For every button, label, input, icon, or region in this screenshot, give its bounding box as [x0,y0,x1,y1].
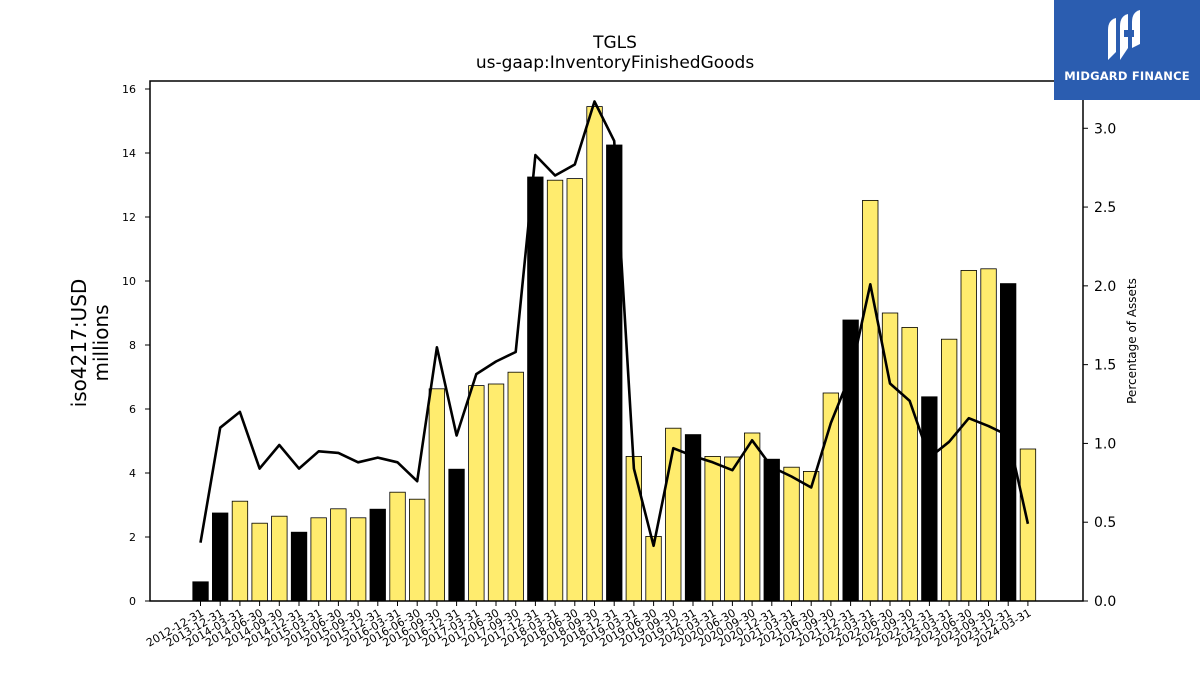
y2-tick-label: 2.0 [1094,279,1116,295]
bar-2019-03-31 [625,455,642,602]
logo: MIDGARD FINANCE [1054,0,1200,100]
y2-tick-label: 1.0 [1094,436,1116,452]
bar-2019-12-31 [684,434,702,602]
bar-2015-06-30 [330,508,347,602]
y-tick-label: 12 [122,211,136,224]
bar-2016-12-31 [448,468,465,602]
x-axis-ticks: 2012-12-312013-12-312014-03-312014-06-30… [144,601,1033,650]
bar-2021-12-31 [842,319,859,602]
bar-2015-09-30 [349,517,367,602]
percentage-line [199,100,1030,548]
bar-2018-09-30 [586,106,603,602]
y-tick-label: 0 [129,595,136,608]
y2-tick-label: 2.5 [1094,200,1116,216]
bar-2020-12-31 [763,458,780,602]
bar-2014-03-31 [231,500,249,602]
y-axis-ticks: 0 2 4 6 8 10 12 14 16 [122,83,150,608]
bar-2023-06-30 [960,269,977,602]
chart-subtitle: us-gaap:InventoryFinishedGoods [476,53,755,73]
bar-2020-03-31 [704,455,721,602]
y-axis-label: iso4217:USD millions [67,279,113,408]
logo-text: MIDGARD FINANCE [1064,69,1190,83]
bar-2016-09-30 [428,388,446,602]
bar-series [192,106,1037,602]
y-tick-label: 10 [122,275,136,288]
y-tick-label: 8 [129,339,136,352]
bar-2014-12-31 [290,531,308,602]
bar-2024-03-31 [1019,448,1037,602]
y2-tick-label: 0.5 [1094,515,1116,531]
bar-2016-06-30 [408,498,426,602]
chart-title: TGLS [592,33,637,53]
y2-tick-label: 3.0 [1094,121,1116,137]
bar-2022-12-31 [921,396,938,602]
midgard-logo-icon [1108,10,1140,60]
bar-2015-03-31 [310,517,327,602]
y-tick-label: 4 [129,467,136,480]
bar-2017-03-31 [468,385,485,602]
y2-axis-label: Percentage of Assets [1125,278,1139,404]
bar-2017-06-30 [487,383,505,602]
bar-2020-09-30 [744,432,761,602]
bar-2014-09-30 [271,515,288,602]
y-axis-label-line2: millions [89,304,113,381]
bar-2023-09-30 [980,268,997,602]
bar-2017-09-30 [507,371,524,602]
bar-2016-03-31 [389,491,406,602]
bar-2022-09-30 [901,326,918,602]
plot-frame [149,80,1084,602]
bar-2023-12-31 [1000,283,1017,602]
bar-2023-03-31 [941,338,958,602]
y2-axis-ticks: 0.0 0.5 1.0 1.5 2.0 2.5 3.0 [1083,121,1116,610]
y-tick-label: 2 [129,531,136,544]
bar-2017-12-31 [527,176,544,602]
y-axis-label-line1: iso4217:USD [67,279,91,408]
y-tick-label: 14 [122,147,136,160]
bar-2012-12-31 [192,581,209,602]
bar-2013-12-31 [211,512,229,602]
bar-2021-06-30 [803,470,820,602]
y2-tick-label: 1.5 [1094,358,1116,374]
bar-2018-06-30 [566,178,583,602]
bar-2022-03-31 [862,199,879,602]
y-tick-label: 16 [122,83,136,96]
y2-tick-label: 0.0 [1094,594,1116,610]
bar-2014-06-30 [251,522,268,602]
bar-2020-06-30 [724,456,741,602]
y-tick-label: 6 [129,403,136,416]
bar-2021-03-31 [783,466,800,602]
bar-2015-12-31 [369,508,386,602]
bar-2018-03-31 [546,179,564,602]
